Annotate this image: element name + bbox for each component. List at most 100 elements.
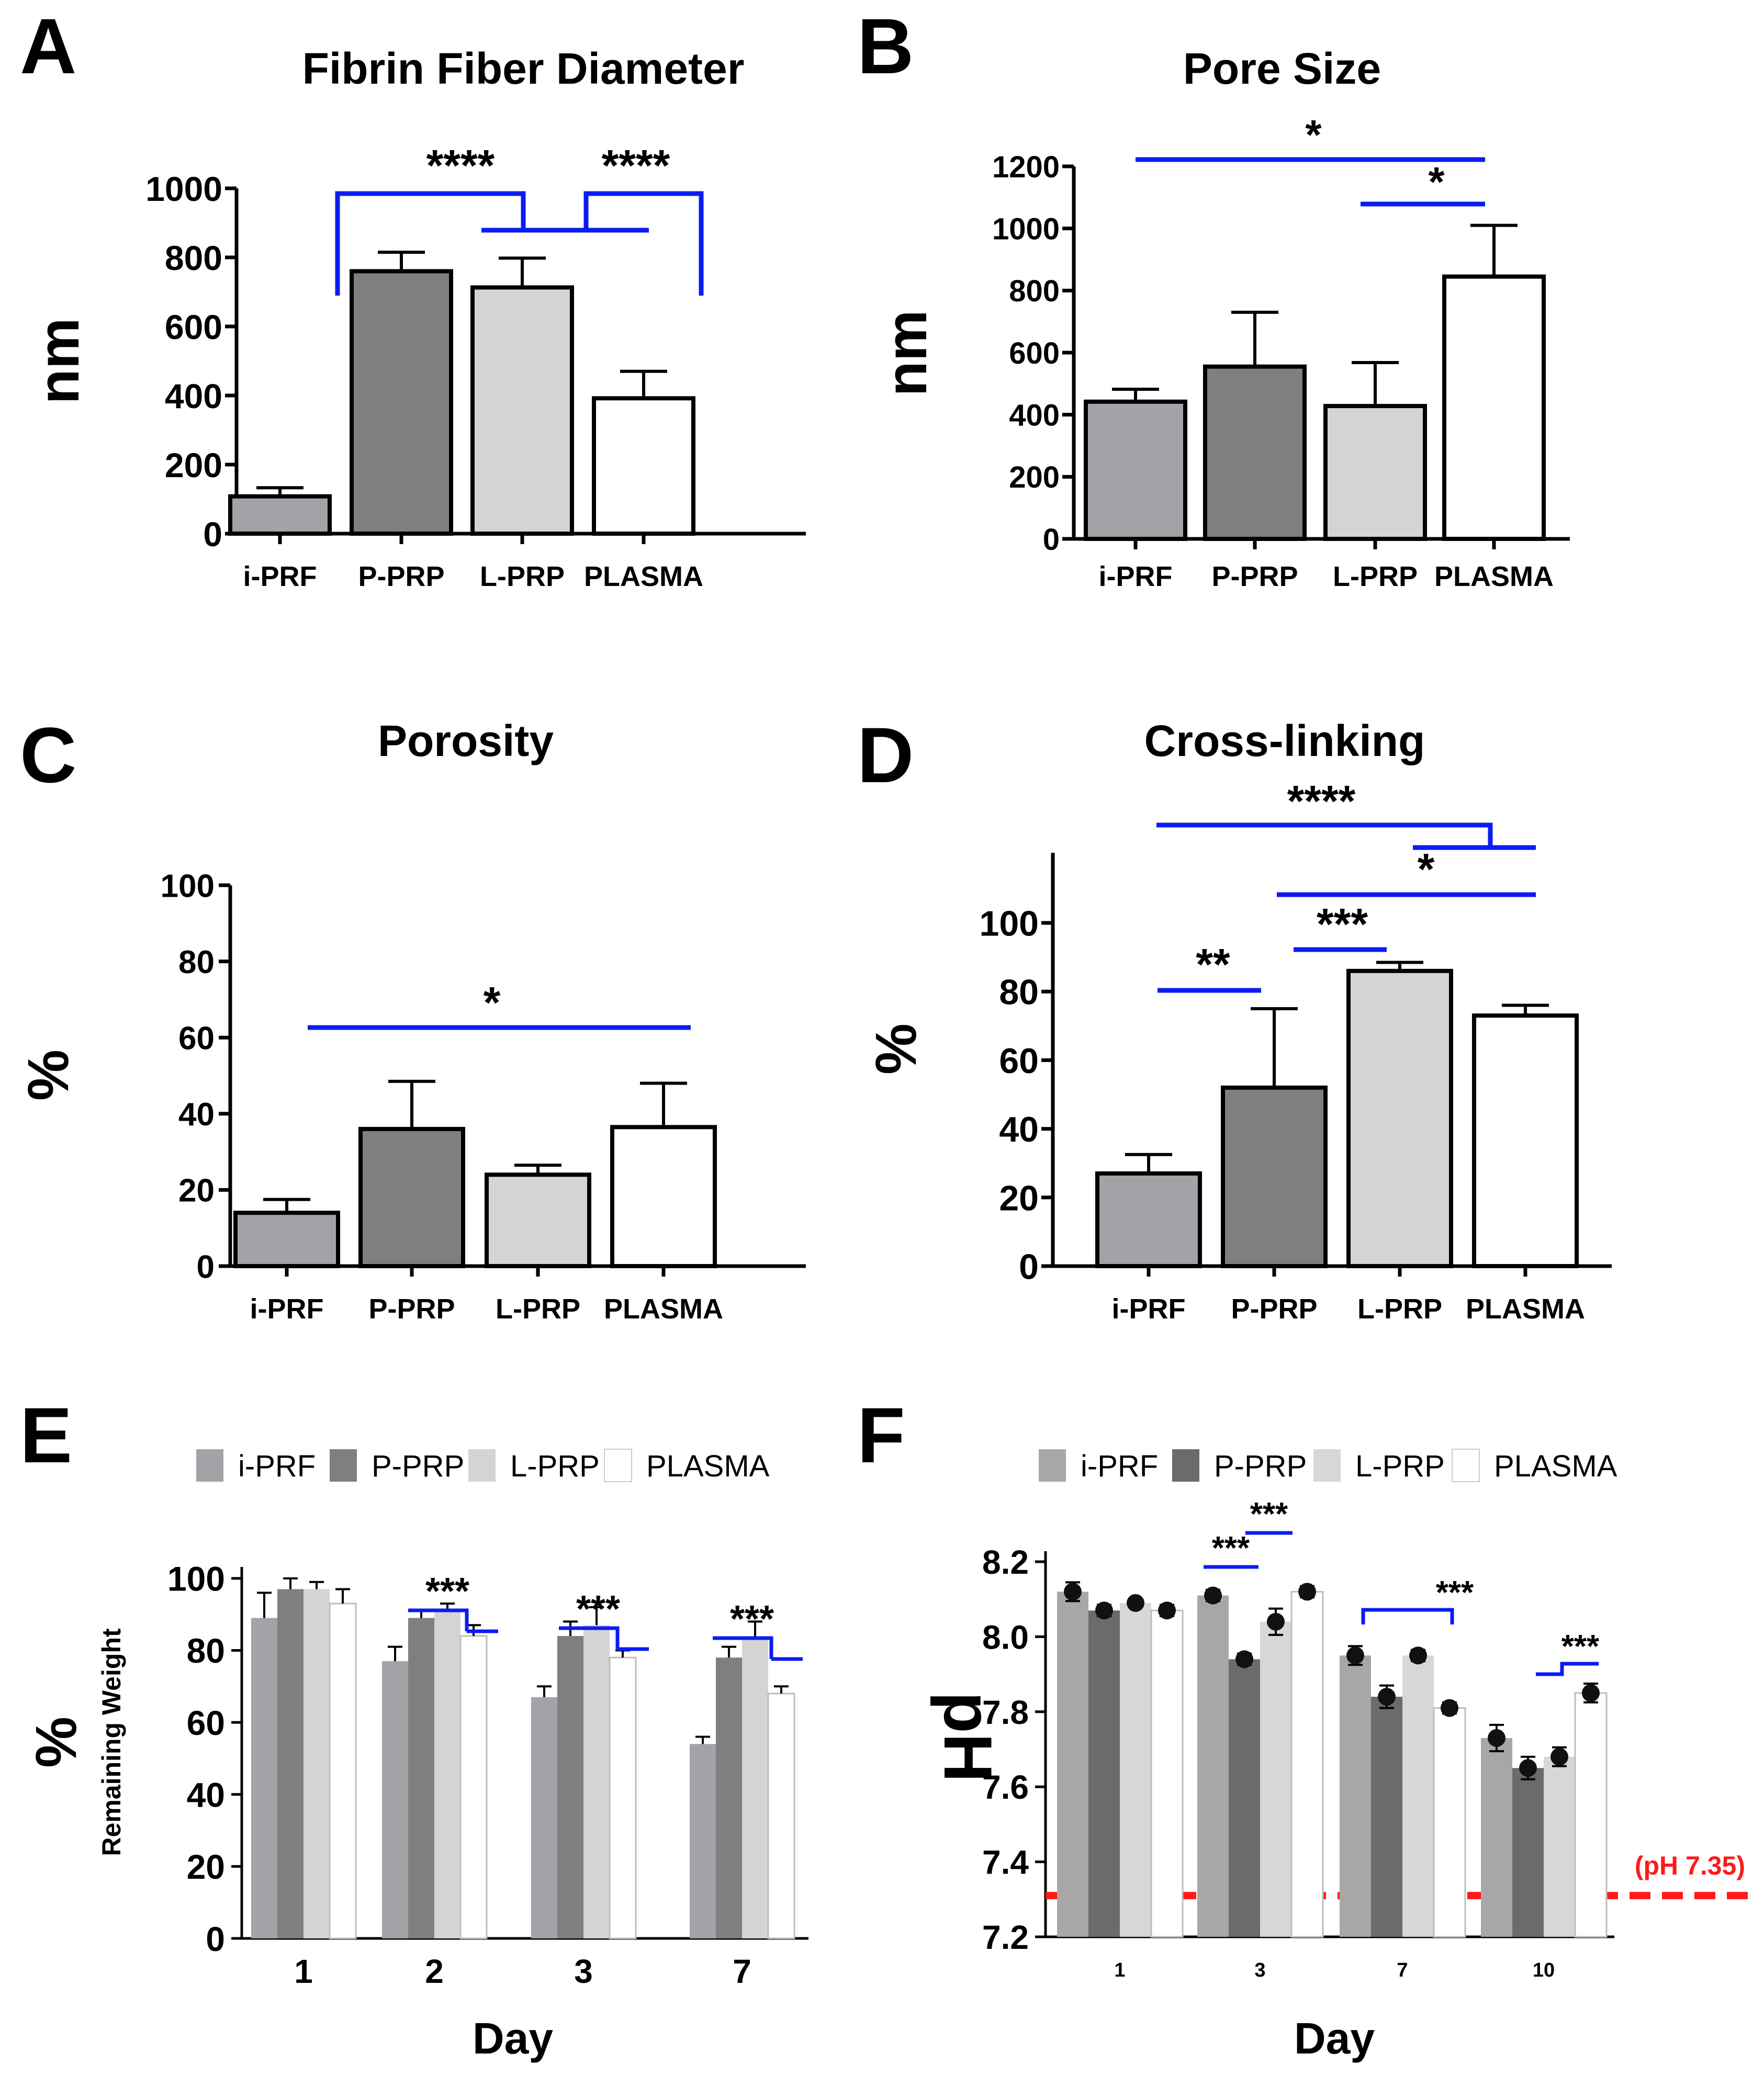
x-tick-label: P-PRP [1211,561,1298,592]
bar-P-PRP [716,1657,742,1938]
significance-label: *** [1317,899,1368,949]
x-tick-label: PLASMA [604,1293,723,1325]
x-tick-label: i-PRF [250,1293,324,1325]
bar-i-PRF [1197,1595,1229,1937]
panel-letter-D: D [857,711,914,799]
y-tick-label: 0 [203,515,222,554]
x-tick-label: 3 [574,1953,593,1990]
y-tick-label: 8.2 [982,1543,1029,1581]
x-tick-label: L-PRP [480,561,565,592]
panel-F-xlabel: Day [1294,2014,1375,2063]
significance-label: *** [1561,1629,1600,1665]
panel-B-ylabel: nm [874,310,939,397]
legend-swatch-i-PRF [196,1449,223,1482]
y-tick-label: 0 [1019,1247,1039,1287]
bar-L-PRP [1544,1756,1575,1937]
panel-E-ylabel: Remaining Weight [97,1628,126,1856]
legend-swatch-L-PRP [468,1449,496,1482]
significance-label: ** [1196,940,1230,989]
bar-P-PRP [1512,1768,1544,1937]
x-tick-label: PLASMA [1434,561,1554,592]
y-tick-label: 800 [1009,274,1060,308]
bar-L-PRP [1323,404,1427,541]
x-tick-label: PLASMA [584,561,703,592]
bar-P-PRP [1221,1085,1328,1268]
bar-i-PRF [1340,1655,1371,1937]
y-tick-label: 40 [999,1110,1039,1149]
legend-label: P-PRP [372,1449,464,1483]
y-tick-label: 0 [206,1920,225,1958]
bar-L-PRP [1346,968,1453,1268]
y-tick-label: 400 [1009,399,1060,433]
mean-marker [1095,1601,1113,1620]
y-tick-label: 80 [999,973,1039,1012]
significance-label: **** [602,141,670,190]
mean-marker [1064,1583,1082,1601]
significance-bracket [1361,1608,1454,1624]
bar-P-PRP [1088,1610,1120,1937]
bar-L-PRP [434,1610,460,1938]
panel-letter-A: A [20,2,76,90]
mean-marker [1346,1646,1364,1665]
significance-label: * [1428,159,1445,205]
significance-bracket [713,1636,773,1659]
legend-swatch-PLASMA [1452,1449,1480,1482]
y-tick-label: 7.8 [982,1694,1029,1731]
bar-L-PRP [1120,1603,1151,1937]
x-tick-label: P-PRP [368,1293,455,1325]
y-tick-label: 8.0 [982,1618,1029,1656]
bar-P-PRP [1203,364,1307,541]
bar-i-PRF [382,1661,408,1938]
panel-B: Pore Size nm 0 200 400 600 800 1000 1200 i-PRF P-P… [874,44,1570,592]
bar-P-PRP [350,269,453,536]
mean-marker [1582,1684,1600,1702]
bar-PLASMA [592,396,695,536]
significance-label: **** [1287,776,1356,826]
panel-letter-B: B [857,2,914,90]
x-tick-label: L-PRP [496,1293,580,1325]
y-tick-label: 100 [167,1560,225,1598]
mean-marker [1204,1586,1222,1605]
mean-marker [1127,1594,1144,1612]
x-tick-label: i-PRF [1112,1293,1186,1325]
y-tick-label: 1200 [992,150,1060,184]
bar-PLASMA [610,1125,717,1269]
panel-C: Porosity% 0 20 40 60 80 100 i-PRF P-PRP L-PRP PLAS… [16,716,806,1325]
bar-i-PRF [233,1211,340,1269]
legend-label: i-PRF [1081,1449,1158,1483]
mean-marker [1235,1650,1253,1668]
x-tick-label: PLASMA [1466,1293,1585,1325]
bar-P-PRP [557,1635,583,1938]
bar-P-PRP [408,1618,434,1938]
panel-A-ylabel: nm [27,318,91,404]
bar-L-PRP [304,1589,330,1938]
bar-PLASMA [1150,1609,1184,1938]
mean-marker [1378,1688,1396,1706]
panel-D: Cross-linking% 0 20 40 60 80 100 i-PRF P-PRP L-PR… [864,716,1612,1325]
y-tick-label: 7.4 [982,1844,1029,1881]
x-tick-label: P-PRP [1231,1293,1317,1325]
panel-A: Fibrin Fiber Diameter nm 0 200 400 600 800 1000… [27,44,806,592]
y-tick-label: 40 [187,1775,225,1814]
significance-label: *** [1212,1530,1250,1566]
significance-bracket [1536,1662,1599,1676]
panel-letter-F: F [857,1391,905,1479]
bar-L-PRP [485,1172,591,1269]
significance-label: *** [1436,1575,1474,1611]
x-tick-label: P-PRP [358,561,444,592]
y-tick-label: 800 [165,239,222,277]
significance-label: * [1305,111,1322,158]
bar-PLASMA [459,1635,488,1939]
significance-label: *** [425,1571,469,1612]
mean-marker [1441,1699,1458,1717]
y-tick-label: 400 [165,377,222,415]
bar-PLASMA [329,1603,357,1939]
y-tick-label: 1000 [145,170,222,208]
x-tick-label: 7 [733,1953,751,1990]
significance-bracket [1156,822,1493,848]
panel-letter-C: C [20,711,76,799]
significance-label: *** [576,1588,620,1630]
y-tick-label: 200 [165,446,222,484]
y-tick-label: 1000 [992,212,1060,246]
